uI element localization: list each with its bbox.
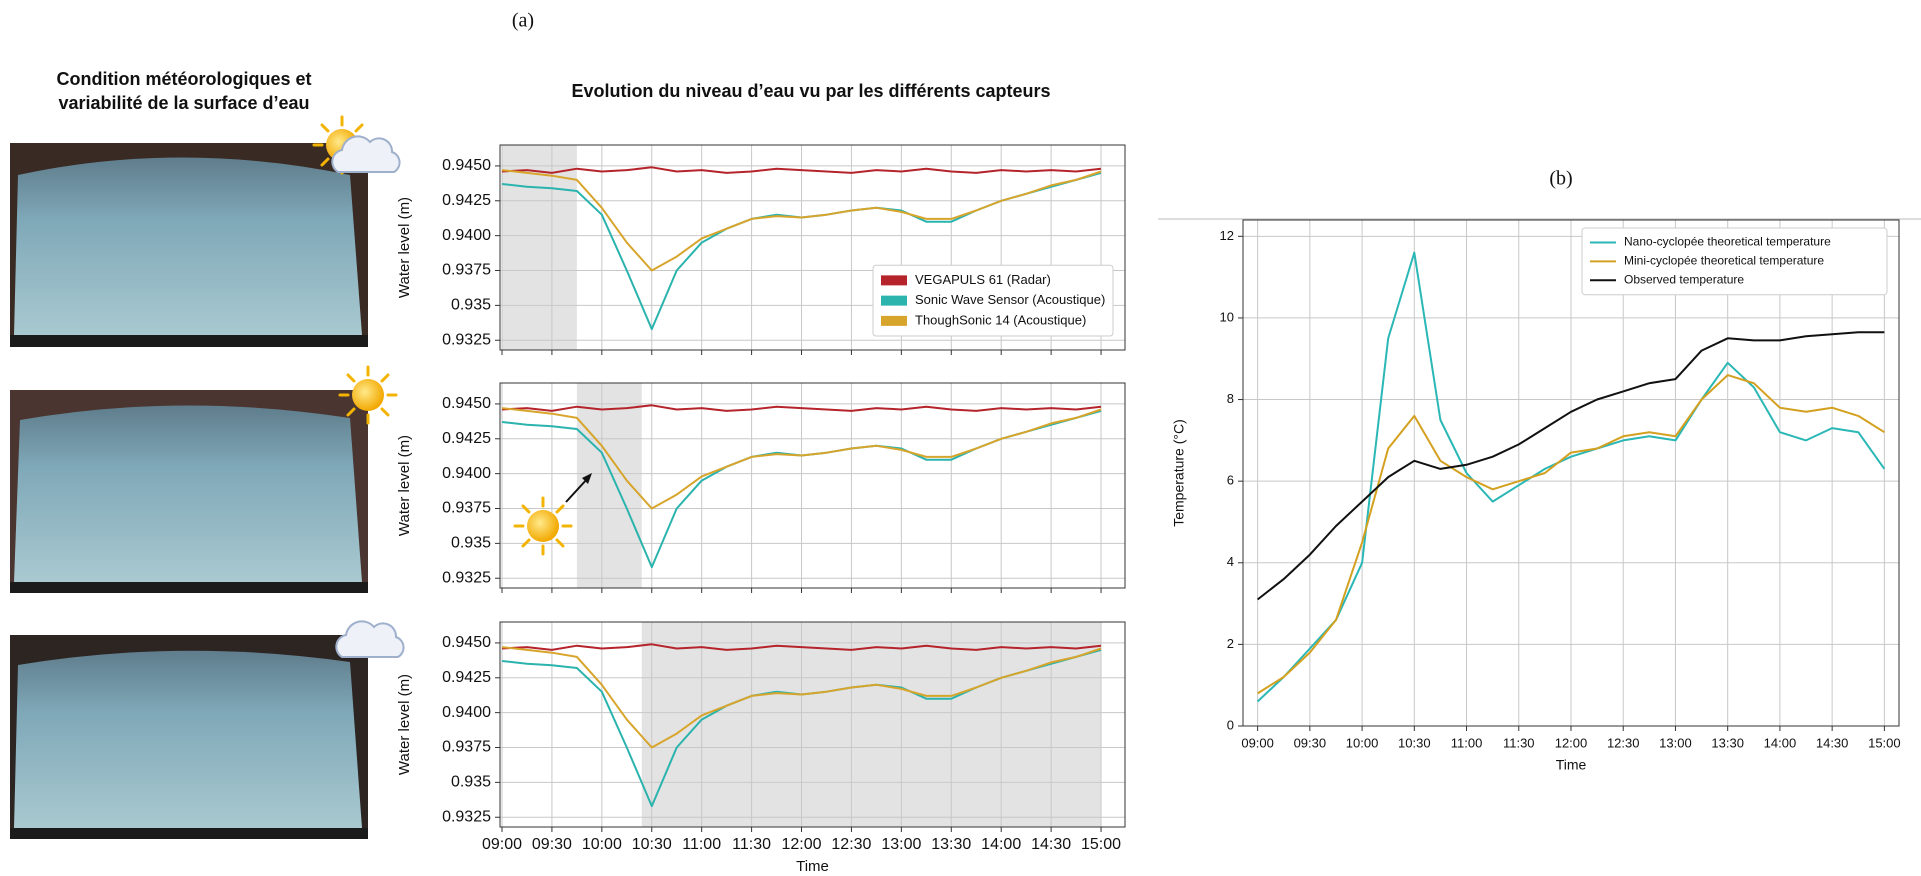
y-tick-label: 0.9425 [442,669,491,686]
y-tick-label: 0.9425 [442,192,491,209]
y-tick-label: 12 [1220,228,1234,243]
y-axis-label: Water level (m) [396,435,413,536]
y-tick-label: 0.935 [451,297,491,314]
legend-label: Nano-cyclopée theoretical temperature [1624,235,1831,249]
y-tick-label: 0.9375 [442,739,491,756]
y-tick-label: 0.9450 [442,157,491,174]
legend-swatch [881,315,907,326]
series-line [501,646,1102,749]
x-tick-label: 10:00 [1346,735,1379,750]
x-tick-label: 09:00 [1241,735,1274,750]
x-tick-label: 12:00 [1555,735,1588,750]
legend-label: VEGAPULS 61 (Radar) [915,272,1051,287]
y-tick-label: 0.935 [451,535,491,552]
x-tick-label: 15:00 [1081,836,1121,853]
series-line [1256,251,1886,703]
x-tick-label: 12:30 [831,836,871,853]
series-line [1257,374,1885,695]
y-tick-label: 0.9400 [442,227,491,244]
y-tick-label: 0.9325 [442,331,491,348]
y-axis-label: Temperature (°C) [1171,419,1187,527]
legend-box [872,264,1114,337]
y-tick-label: 8 [1227,391,1234,406]
x-tick-label: 11:00 [682,836,721,853]
pool-photo [10,635,368,839]
legend-box [1581,227,1888,296]
y-tick-label: 0 [1227,717,1234,732]
panel-label: (b) [1549,168,1572,190]
weather-icon [338,365,398,425]
weather-icon [335,620,405,658]
x-tick-label: 13:30 [1711,735,1744,750]
sun-annotation [513,473,592,556]
x-tick-label: 09:00 [482,836,522,853]
plot-frame [499,144,1126,351]
y-tick-label: 10 [1220,309,1234,324]
x-tick-label: 14:30 [1816,735,1849,750]
x-tick-label: 09:30 [1294,735,1327,750]
legend-label: ThoughSonic 14 (Acoustique) [915,312,1086,327]
x-tick-label: 13:00 [881,836,921,853]
y-tick-label: 0.9325 [442,808,491,825]
x-tick-label: 12:00 [781,836,821,853]
x-tick-label: 12:30 [1607,735,1640,750]
x-tick-label: 14:00 [981,836,1021,853]
y-axis-label: Water level (m) [396,674,413,775]
legend-label: Mini-cyclopée theoretical temperature [1624,254,1824,268]
shaded-period [501,145,577,350]
y-tick-label: 6 [1227,473,1234,488]
panel-label: (a) [512,10,534,32]
y-tick-label: 0.9400 [442,704,491,721]
x-tick-label: 10:30 [1398,735,1431,750]
series-line [1256,331,1885,601]
y-tick-label: 0.9375 [442,500,491,517]
y-axis-label: Water level (m) [396,197,413,298]
series-line [501,169,1102,272]
chart-title: Evolution du niveau d’eau vu par les dif… [571,81,1050,101]
x-axis-label: Time [1556,757,1587,773]
y-tick-label: 0.9325 [442,569,491,586]
y-tick-label: 0.9400 [442,465,491,482]
legend-label: Sonic Wave Sensor (Acoustique) [915,292,1105,307]
x-axis-label: Time [796,858,829,875]
photos-heading: Condition météorologiques et [57,69,312,89]
y-tick-label: 0.9450 [442,395,491,412]
shaded-period [641,622,1102,827]
legend-swatch [881,295,907,306]
series-line [501,404,1102,412]
x-tick-label: 10:30 [632,836,672,853]
y-tick-label: 4 [1227,554,1234,569]
plot-frame [499,621,1126,828]
series-line [501,166,1102,174]
x-tick-label: 14:30 [1031,836,1071,853]
x-tick-label: 10:00 [582,836,622,853]
series-line [501,643,1102,651]
x-tick-label: 15:00 [1868,735,1901,750]
plot-frame [1242,219,1900,727]
x-tick-label: 14:00 [1764,735,1797,750]
y-tick-label: 0.935 [451,774,491,791]
photos-heading: variabilité de la surface d’eau [58,93,309,113]
x-tick-label: 11:00 [1451,735,1483,750]
x-tick-label: 11:30 [1503,735,1535,750]
x-tick-label: 11:30 [732,836,771,853]
pool-photo [10,390,368,593]
charts: 0.9325 0.935 0.9375 0.9400 0.9425 0.9450 Water… [396,144,1901,875]
y-tick-label: 0.9375 [442,262,491,279]
x-tick-label: 13:00 [1659,735,1692,750]
y-tick-label: 0.9450 [442,634,491,651]
y-tick-label: 2 [1227,636,1234,651]
y-tick-label: 0.9425 [442,430,491,447]
x-tick-label: 09:30 [532,836,572,853]
legend-swatch [881,275,907,286]
pool-photo [10,143,368,347]
legend-label: Observed temperature [1624,272,1744,286]
plot-frame [499,382,1126,589]
series-line [501,407,1102,510]
x-tick-label: 13:30 [931,836,971,853]
